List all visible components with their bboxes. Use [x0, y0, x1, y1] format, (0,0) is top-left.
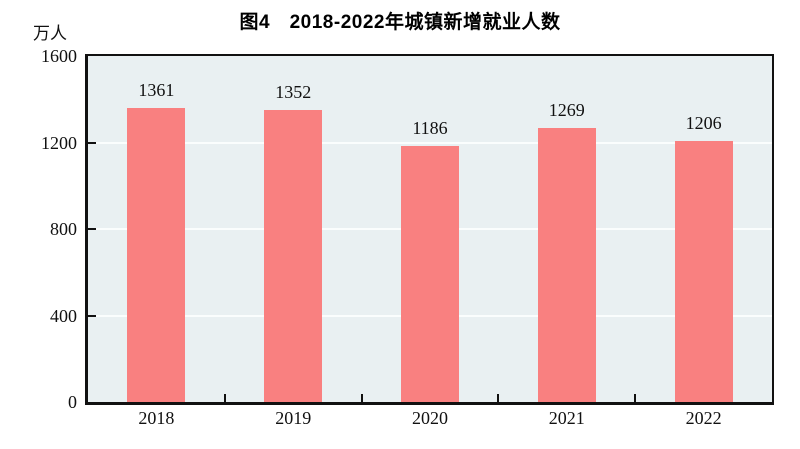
x-axis-tick [223, 394, 226, 402]
x-axis-tick [360, 394, 363, 402]
y-axis-tick-label: 1600 [41, 46, 77, 66]
x-axis-tick [497, 394, 500, 402]
bar-2020 [401, 145, 459, 402]
bar-2021 [537, 127, 596, 402]
y-axis-tick [88, 141, 96, 144]
y-axis-tick [88, 314, 96, 317]
x-axis-tick-label: 2019 [275, 408, 312, 428]
bar-value-label: 1186 [412, 117, 448, 138]
x-axis-tick [634, 394, 637, 402]
y-axis-tick-label: 800 [50, 219, 77, 239]
y-axis-tick [88, 228, 96, 230]
y-axis-tick-label: 1200 [41, 132, 77, 153]
bar-2022 [674, 141, 733, 402]
x-axis-tick-label: 2020 [412, 408, 448, 428]
bar-value-label: 1352 [275, 81, 312, 102]
horizontal-gridline [88, 141, 772, 144]
y-axis-unit-label: 万人 [33, 24, 67, 43]
bar-value-label: 1269 [548, 99, 585, 120]
x-axis-tick-label: 2021 [548, 408, 585, 428]
bar-value-label: 1206 [685, 113, 722, 134]
y-axis-tick-label: 400 [50, 305, 77, 326]
chart-title: 图4 2018-2022年城镇新增就业人数 [239, 12, 561, 33]
bar-2019 [264, 109, 323, 402]
x-axis-tick-label: 2022 [685, 408, 722, 428]
x-axis-tick-label: 2018 [138, 408, 175, 428]
bar-value-label: 1361 [138, 79, 175, 100]
bar-2018 [127, 107, 186, 402]
y-axis-tick-label: 0 [68, 392, 77, 412]
